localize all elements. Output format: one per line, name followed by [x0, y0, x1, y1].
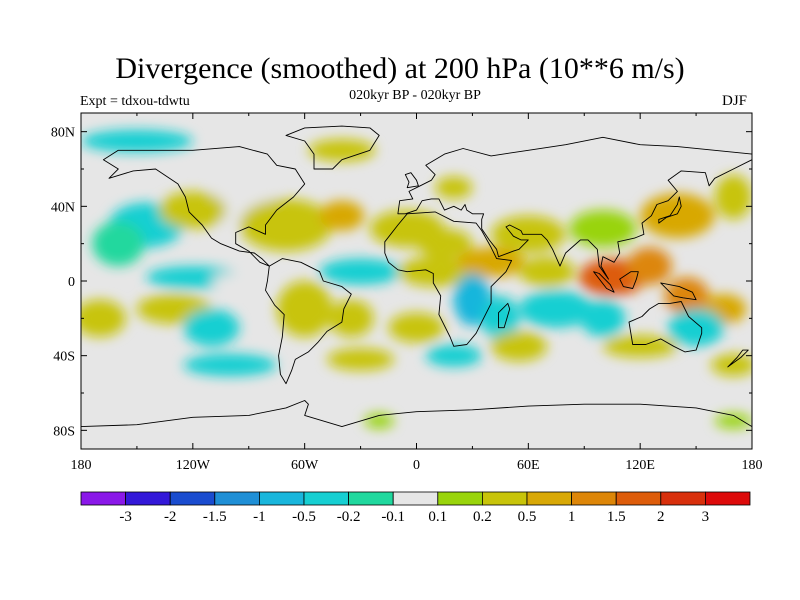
field-patch	[328, 299, 374, 338]
colorbar-label: -1	[253, 509, 266, 525]
colorbar-swatch	[705, 491, 751, 506]
map-subtitle: 020kyr BP - 020kyr BP	[349, 88, 481, 103]
field-patch	[308, 139, 376, 162]
colorbar-label: -0.1	[381, 509, 405, 525]
field-patch	[457, 247, 525, 278]
longitude-axis: 180 120W 60W 0 60E 120E 180	[71, 113, 763, 473]
coastline-sumatra	[593, 271, 615, 293]
season-label: DJF	[722, 93, 748, 109]
lat-tick-label: 0	[68, 275, 75, 290]
lon-tick-label: 180	[71, 458, 92, 473]
colorbar-swatch	[125, 491, 171, 506]
colorbar-swatch	[437, 491, 483, 506]
colorbar-swatch	[169, 491, 216, 506]
field-patch	[519, 290, 594, 328]
coastline-greenland	[285, 125, 380, 170]
field-patch	[239, 198, 333, 252]
coastline-british-isles	[404, 172, 419, 189]
field-patch	[81, 299, 126, 337]
field-patch	[519, 256, 575, 287]
lat-tick-label: 80N	[51, 126, 75, 141]
field-patch	[627, 247, 672, 285]
field-patch	[425, 344, 482, 367]
field-patch	[159, 191, 227, 229]
lon-tick-label: 180	[742, 458, 763, 473]
colorbar-label: 3	[702, 509, 710, 525]
map-title: Divergence (smoothed) at 200 hPa (10**6 …	[115, 52, 685, 85]
lon-tick-label: 120W	[176, 458, 211, 473]
lon-tick-label: 120E	[625, 458, 655, 473]
lon-tick-label: 60E	[517, 458, 540, 473]
colorbar-swatch	[660, 491, 706, 506]
colorbar-swatch	[80, 491, 126, 506]
field-patch	[319, 200, 365, 231]
coastline-new-zealand	[727, 349, 749, 368]
field-patch	[580, 299, 626, 338]
field-patch	[319, 258, 402, 285]
field-patch	[327, 348, 395, 371]
field-patch	[416, 228, 473, 259]
coastline-antarctica	[81, 400, 752, 449]
lat-tick-label: 40S	[53, 350, 75, 365]
field-patch	[388, 312, 445, 343]
colorbar-swatch	[526, 491, 572, 506]
field-patch	[714, 174, 752, 220]
lon-tick-label: 0	[413, 458, 420, 473]
colorbar-label: -0.5	[292, 509, 316, 525]
coastline-japan	[658, 196, 682, 224]
lat-tick-label: 40N	[51, 200, 75, 215]
field-patch	[481, 295, 520, 341]
field-patch	[183, 353, 277, 377]
colorbar-label: -0.2	[337, 509, 361, 525]
colorbar-swatch	[303, 491, 349, 506]
field-patch	[668, 309, 725, 347]
colorbar-label: -1.5	[203, 509, 227, 525]
field-patch	[664, 277, 710, 315]
coastline-australia	[628, 301, 703, 353]
colorbar-swatch	[348, 491, 394, 506]
colorbar-label: 0.1	[428, 509, 447, 525]
field-patch	[711, 353, 752, 377]
field-patch	[491, 331, 547, 362]
field-patch	[714, 413, 752, 429]
colorbar-label: -2	[164, 509, 177, 525]
lon-tick-label: 60W	[291, 458, 319, 473]
latitude-axis: 80N 40N 0 40S 80S	[51, 126, 752, 439]
field-patch	[602, 335, 678, 358]
field-patch	[640, 193, 715, 239]
coastline-eurasia	[397, 136, 752, 280]
field-patch	[211, 273, 268, 289]
coastlines	[81, 125, 752, 449]
colorbar-swatch	[258, 491, 305, 506]
field-patch	[435, 176, 473, 199]
coastline-south-america	[265, 258, 352, 385]
colorbar: -3 -2 -1.5 -1 -0.5 -0.2 -0.1 0.1 0.2 0.5 1 1.5 2 3	[80, 491, 751, 525]
colorbar-swatch	[615, 491, 662, 506]
field-patch	[276, 281, 333, 337]
colorbar-label: 0.2	[473, 509, 492, 525]
colorbar-label: 0.5	[518, 509, 537, 525]
field-patch	[92, 221, 145, 267]
colorbar-swatch	[214, 491, 260, 506]
colorbar-label: -3	[119, 509, 132, 525]
colorbar-label: 1	[568, 509, 576, 525]
colorbar-label: 1.5	[607, 509, 626, 525]
field-patch	[453, 273, 492, 326]
coastline-madagascar	[498, 302, 511, 329]
colorbar-swatch	[571, 491, 617, 506]
lat-tick-label: 80S	[53, 424, 75, 439]
experiment-label: Expt = tdxou-tdwtu	[80, 94, 190, 109]
field-patch	[397, 256, 473, 287]
colorbar-swatch	[481, 491, 528, 506]
coastline-borneo	[619, 271, 639, 289]
field-patch	[569, 210, 637, 248]
colorbar-label: 2	[657, 509, 665, 525]
field-patch	[183, 309, 240, 347]
colorbar-swatch	[392, 491, 439, 506]
coastline-north-america	[102, 146, 306, 267]
coastline-africa	[384, 211, 513, 347]
coastline-new-guinea	[660, 282, 697, 301]
field-patch	[81, 129, 193, 153]
